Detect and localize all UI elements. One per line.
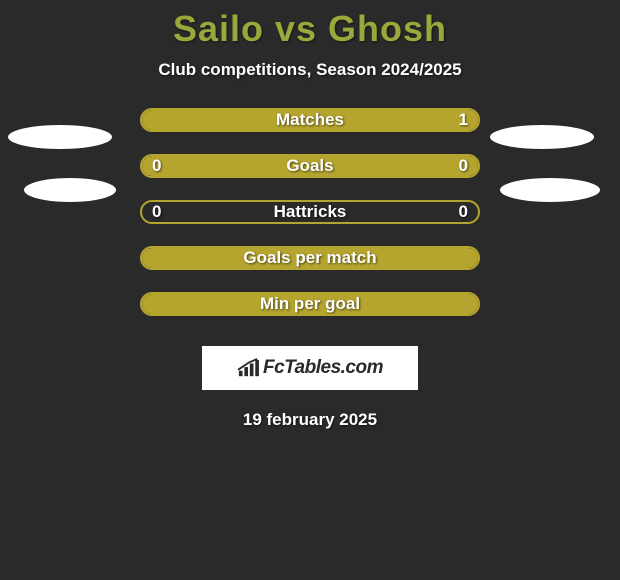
- stat-row-goals-per-match: Goals per match: [140, 246, 480, 270]
- stat-label: Hattricks: [274, 202, 347, 222]
- stat-label: Goals: [286, 156, 333, 176]
- comparison-card: Sailo vs Ghosh Club competitions, Season…: [0, 0, 620, 430]
- fill-right: [310, 156, 478, 176]
- stat-row-hattricks: 0 Hattricks 0: [140, 200, 480, 224]
- player-photo-placeholder: [8, 125, 112, 149]
- brand-logo[interactable]: FcTables.com: [202, 346, 418, 390]
- stat-row-matches: Matches 1: [140, 108, 480, 132]
- stat-label: Matches: [276, 110, 344, 130]
- brand-text: FcTables.com: [263, 357, 383, 379]
- stat-right-value: 0: [459, 156, 468, 176]
- player-photo-placeholder: [24, 178, 116, 202]
- stat-row-goals: 0 Goals 0: [140, 154, 480, 178]
- subtitle: Club competitions, Season 2024/2025: [0, 60, 620, 80]
- player-photo-placeholder: [500, 178, 600, 202]
- stat-row-min-per-goal: Min per goal: [140, 292, 480, 316]
- stat-right-value: 1: [459, 110, 468, 130]
- stat-label: Min per goal: [260, 294, 360, 314]
- page-title: Sailo vs Ghosh: [0, 8, 620, 50]
- stat-right-value: 0: [459, 202, 468, 222]
- player-photo-placeholder: [490, 125, 594, 149]
- date-label: 19 february 2025: [0, 410, 620, 430]
- stat-left-value: 0: [152, 156, 161, 176]
- stat-label: Goals per match: [243, 248, 376, 268]
- bar-chart-icon: [237, 358, 259, 378]
- fill-left: [142, 156, 310, 176]
- stat-left-value: 0: [152, 202, 161, 222]
